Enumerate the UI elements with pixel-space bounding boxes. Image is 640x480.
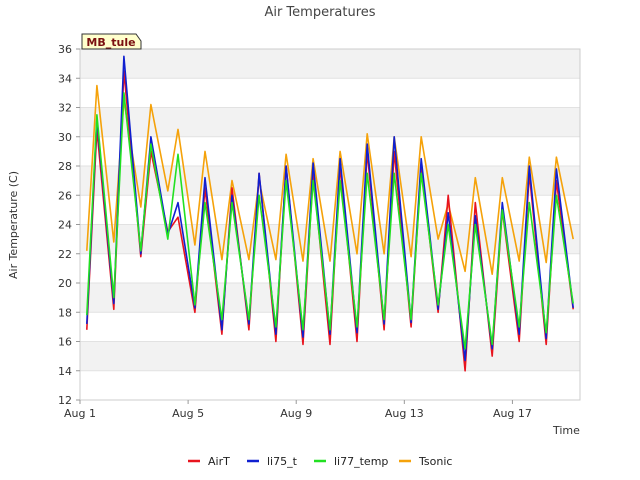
y-band (80, 341, 580, 371)
x-axis-label: Time (552, 424, 580, 437)
station-tag-box (81, 33, 142, 50)
y-band (80, 370, 580, 400)
y-tick-label: 12 (58, 394, 72, 407)
series-line-li77-temp (86, 92, 574, 350)
y-band (80, 283, 580, 313)
station-tag: MB_tule (81, 33, 142, 50)
x-tick-label: Aug 17 (493, 407, 532, 420)
y-band (80, 49, 580, 79)
legend-label: li77_temp (334, 455, 388, 468)
y-tick-label: 16 (58, 336, 72, 349)
y-tick-label: 26 (58, 189, 72, 202)
y-band (80, 107, 580, 137)
y-tick-label: 20 (58, 277, 72, 290)
y-tick-label: 30 (58, 131, 72, 144)
y-band (80, 136, 580, 166)
legend-label: AirT (208, 455, 230, 468)
y-tick-label: 32 (58, 102, 72, 115)
y-tick-label: 14 (58, 365, 72, 378)
y-tick-label: 24 (58, 219, 72, 232)
y-axis-label: Air Temperature (C) (7, 171, 20, 279)
y-tick-label: 36 (58, 43, 72, 56)
legend: AirT li75_t li77_temp Tsonic (188, 455, 452, 468)
y-band (80, 78, 580, 108)
y-tick-label: 28 (58, 160, 72, 173)
x-tick-label: Aug 1 (64, 407, 96, 420)
y-tick-label: 34 (58, 72, 72, 85)
x-tick-label: Aug 9 (280, 407, 312, 420)
x-tick-label: Aug 13 (385, 407, 424, 420)
x-axis-ticks: Aug 1 Aug 5 Aug 9 Aug 13 Aug 17 (64, 400, 532, 420)
legend-label: Tsonic (418, 455, 452, 468)
y-tick-label: 18 (58, 306, 72, 319)
series-line-tsonic (86, 84, 574, 276)
y-tick-label: 22 (58, 248, 72, 261)
legend-label: li75_t (267, 455, 298, 468)
series-lines (86, 55, 574, 372)
chart-title: Air Temperatures (264, 5, 375, 20)
station-tag-label: MB_tule (86, 36, 135, 49)
x-tick-label: Aug 5 (172, 407, 204, 420)
y-axis-ticks: 12 14 16 18 20 22 24 26 28 30 32 34 36 (58, 43, 80, 407)
